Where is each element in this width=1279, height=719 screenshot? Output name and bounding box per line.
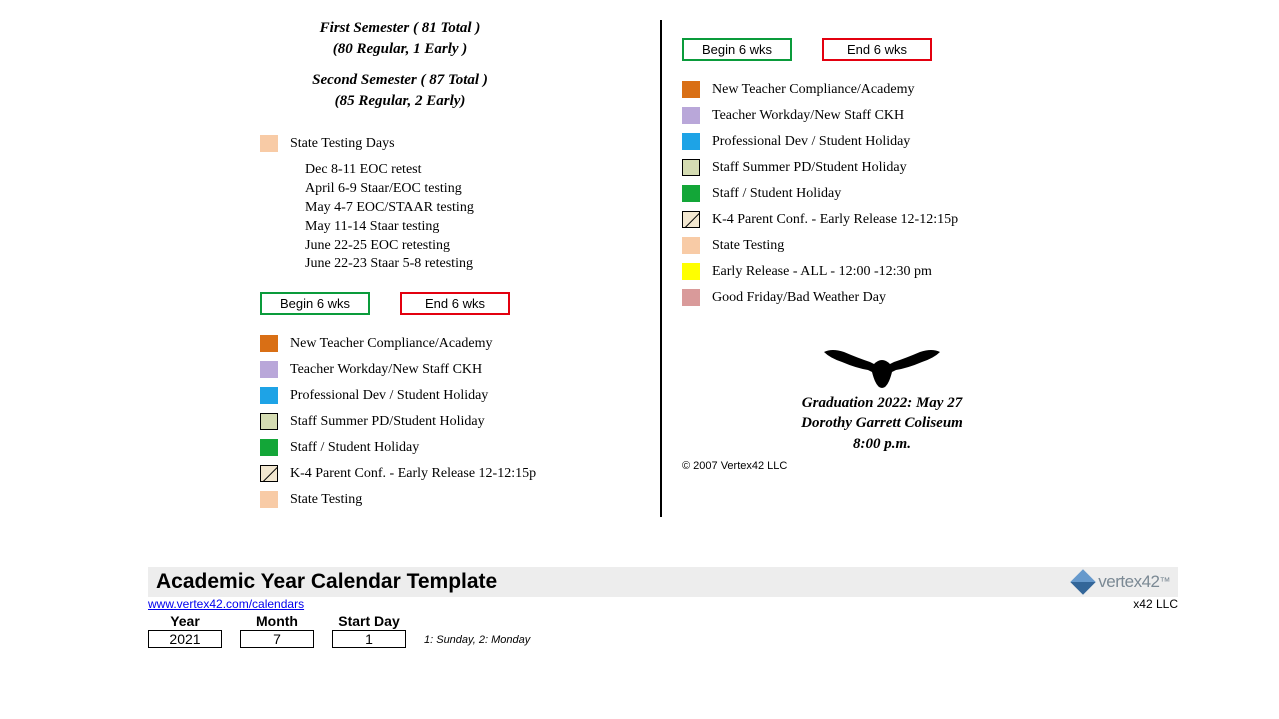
legend-row: Teacher Workday/New Staff CKH: [260, 361, 660, 378]
startday-label: Start Day: [332, 613, 406, 629]
testing-line: May 11-14 Staar testing: [305, 218, 660, 237]
legend-row: Staff Summer PD/Student Holiday: [682, 159, 1242, 176]
state-testing-block: State Testing Days Dec 8-11 EOC retestAp…: [260, 135, 660, 274]
longhorn-icon: [822, 346, 942, 388]
link-row: www.vertex42.com/calendars x42 LLC: [148, 597, 1178, 611]
legend-label: Staff / Student Holiday: [290, 440, 419, 456]
graduation-line3: 8:00 p.m.: [737, 434, 1027, 454]
end-6wks-pill: End 6 wks: [400, 292, 510, 315]
legend-row: Early Release - ALL - 12:00 -12:30 pm: [682, 263, 1242, 280]
legend-label: State Testing: [712, 238, 784, 254]
legend-row: Staff Summer PD/Student Holiday: [260, 413, 660, 430]
legend-row: K-4 Parent Conf. - Early Release 12-12:1…: [260, 465, 660, 482]
legend-row: K-4 Parent Conf. - Early Release 12-12:1…: [682, 211, 1242, 228]
legend-swatch: [682, 237, 700, 254]
testing-line: June 22-23 Staar 5-8 retesting: [305, 255, 660, 274]
legend-row: New Teacher Compliance/Academy: [260, 335, 660, 352]
x42-llc-text: x42 LLC: [1133, 597, 1178, 611]
legend-label: Professional Dev / Student Holiday: [290, 388, 488, 404]
legend-label: New Teacher Compliance/Academy: [290, 336, 492, 352]
year-label: Year: [148, 613, 222, 629]
legend-label: Staff Summer PD/Student Holiday: [712, 160, 907, 176]
month-label: Month: [240, 613, 314, 629]
legend-swatch: [682, 211, 700, 228]
startday-value[interactable]: 1: [332, 630, 406, 648]
startday-param: Start Day 1: [332, 613, 406, 648]
year-param: Year 2021: [148, 613, 222, 648]
pill-row-left: Begin 6 wks End 6 wks: [260, 292, 660, 315]
testing-line: Dec 8-11 EOC retest: [305, 161, 660, 180]
legend-label: Good Friday/Bad Weather Day: [712, 290, 886, 306]
legend-label: K-4 Parent Conf. - Early Release 12-12:1…: [712, 212, 958, 228]
legend-label: K-4 Parent Conf. - Early Release 12-12:1…: [290, 466, 536, 482]
legend-row: Staff / Student Holiday: [682, 185, 1242, 202]
legend-label: Staff / Student Holiday: [712, 186, 841, 202]
template-title: Academic Year Calendar Template: [156, 570, 497, 594]
graduation-line1: Graduation 2022: May 27: [737, 393, 1027, 413]
end-6wks-pill: End 6 wks: [822, 38, 932, 61]
legend-swatch: [682, 263, 700, 280]
begin-6wks-pill: Begin 6 wks: [260, 292, 370, 315]
legend-swatch: [260, 413, 278, 430]
pill-row-right: Begin 6 wks End 6 wks: [682, 38, 1242, 61]
legend-row: Staff / Student Holiday: [260, 439, 660, 456]
legend-swatch: [682, 185, 700, 202]
copyright-text: © 2007 Vertex42 LLC: [682, 460, 1242, 472]
legend-swatch: [260, 361, 278, 378]
year-value[interactable]: 2021: [148, 630, 222, 648]
legend-section: First Semester ( 81 Total ) (80 Regular,…: [0, 0, 1279, 527]
legend-label: Staff Summer PD/Student Holiday: [290, 414, 485, 430]
testing-line: June 22-25 EOC retesting: [305, 237, 660, 256]
legend-label: Professional Dev / Student Holiday: [712, 134, 910, 150]
startday-note: 1: Sunday, 2: Monday: [424, 634, 530, 648]
begin-6wks-pill: Begin 6 wks: [682, 38, 792, 61]
legend-label: Early Release - ALL - 12:00 -12:30 pm: [712, 264, 932, 280]
legend-swatch: [682, 81, 700, 98]
legend-swatch: [682, 289, 700, 306]
first-semester-detail: (80 Regular, 1 Early ): [260, 41, 540, 58]
template-title-bar: Academic Year Calendar Template vertex42…: [148, 567, 1178, 597]
legend-row: State Testing: [260, 491, 660, 508]
legend-row: Good Friday/Bad Weather Day: [682, 289, 1242, 306]
second-semester-detail: (85 Regular, 2 Early): [260, 93, 540, 110]
graduation-line2: Dorothy Garrett Coliseum: [737, 413, 1027, 433]
legend-swatch: [682, 133, 700, 150]
month-param: Month 7: [240, 613, 314, 648]
legend-swatch: [260, 335, 278, 352]
first-semester-total: First Semester ( 81 Total ): [260, 20, 540, 37]
legend-swatch: [260, 387, 278, 404]
legend-row: Teacher Workday/New Staff CKH: [682, 107, 1242, 124]
state-testing-header: State Testing Days: [290, 136, 395, 152]
legend-row: Professional Dev / Student Holiday: [260, 387, 660, 404]
legend-swatch: [682, 159, 700, 176]
month-value[interactable]: 7: [240, 630, 314, 648]
legend-swatch: [260, 465, 278, 482]
legend-label: State Testing: [290, 492, 362, 508]
legend-label: Teacher Workday/New Staff CKH: [712, 108, 904, 124]
testing-line: May 4-7 EOC/STAAR testing: [305, 199, 660, 218]
params-row: Year 2021 Month 7 Start Day 1 1: Sunday,…: [148, 613, 1279, 648]
vertex42-logo-icon: [1071, 570, 1096, 595]
graduation-block: Graduation 2022: May 27 Dorothy Garrett …: [737, 346, 1027, 454]
vertex42-logo: vertex42™: [1074, 572, 1170, 592]
vertex42-logo-text: vertex42: [1098, 572, 1159, 592]
right-column: Begin 6 wks End 6 wks New Teacher Compli…: [660, 20, 1242, 517]
vertex42-link[interactable]: www.vertex42.com/calendars: [148, 597, 304, 611]
left-column: First Semester ( 81 Total ) (80 Regular,…: [0, 20, 660, 517]
legend-row: New Teacher Compliance/Academy: [682, 81, 1242, 98]
legend-label: Teacher Workday/New Staff CKH: [290, 362, 482, 378]
legend-swatch: [682, 107, 700, 124]
legend-swatch: [260, 439, 278, 456]
legend-row: State Testing: [682, 237, 1242, 254]
legend-row: Professional Dev / Student Holiday: [682, 133, 1242, 150]
state-testing-swatch: [260, 135, 278, 152]
testing-line: April 6-9 Staar/EOC testing: [305, 180, 660, 199]
legend-swatch: [260, 491, 278, 508]
second-semester-total: Second Semester ( 87 Total ): [260, 72, 540, 89]
legend-label: New Teacher Compliance/Academy: [712, 82, 914, 98]
